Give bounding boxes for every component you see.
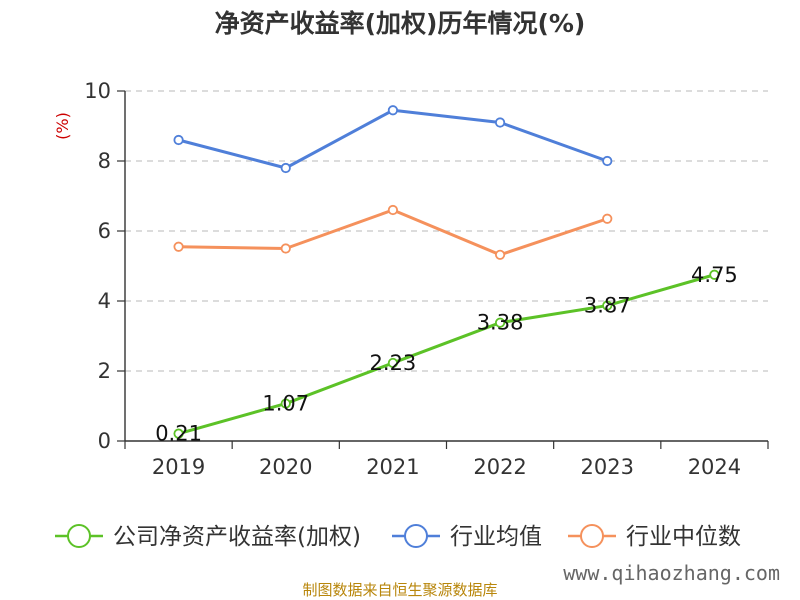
series-line [178,208,608,257]
y-tick-label: 8 [98,149,111,173]
data-point [602,300,613,311]
data-label: 3.38 [477,311,524,335]
legend-marker [67,524,91,548]
x-tick-label: 2021 [366,455,419,479]
data-point [387,204,399,216]
data-point [280,162,291,174]
data-point [173,241,184,252]
data-label: 2.23 [370,351,417,375]
legend-marker [404,524,428,548]
y-tick-label: 0 [98,429,111,453]
data-point [602,213,613,224]
data-point [709,269,720,280]
x-tick-label: 2024 [688,455,741,479]
source-note: 制图数据来自恒生聚源数据库 [302,581,497,599]
data-label: 1.07 [262,392,309,416]
data-label: 0.21 [155,422,202,446]
series-line [178,273,715,436]
legend-label: 行业均值 [450,524,542,550]
data-point [494,117,506,128]
data-point [280,398,291,409]
data-point [387,105,399,116]
x-tick-label: 2020 [259,455,312,479]
data-point [494,317,506,328]
axes: 0 2 4 6 8 10 2019 2020 2021 2022 2023 2024 [84,79,769,479]
legend-label: 公司净资产收益率(加权) [113,524,361,550]
watermark: www.qihaozhang.com [563,561,780,585]
x-tick-label: 2023 [581,455,634,479]
series-line [178,108,608,170]
series-lines [173,105,720,439]
x-tick-label: 2019 [152,455,205,479]
data-label: 3.87 [584,294,631,318]
x-tick-label: 2022 [473,455,526,479]
data-point [280,243,291,254]
legend: 公司净资产收益率(加权) 行业均值 行业中位数 [55,524,741,550]
data-label: 4.75 [691,263,738,287]
data-point [387,357,399,369]
y-tick-label: 4 [98,289,111,313]
data-labels: 0.21 1.07 2.23 3.38 3.87 4.75 [155,263,738,446]
chart-title: 净资产收益率(加权)历年情况(%) [215,9,586,38]
data-point [494,249,506,260]
y-axis-label: (%) [53,112,72,140]
data-point [173,428,184,439]
data-point [602,155,613,167]
data-point [173,134,184,146]
legend-label: 行业中位数 [626,524,741,550]
y-tick-label: 2 [98,359,111,383]
legend-marker [580,524,604,548]
y-tick-label: 10 [84,79,111,103]
y-tick-label: 6 [98,219,111,243]
